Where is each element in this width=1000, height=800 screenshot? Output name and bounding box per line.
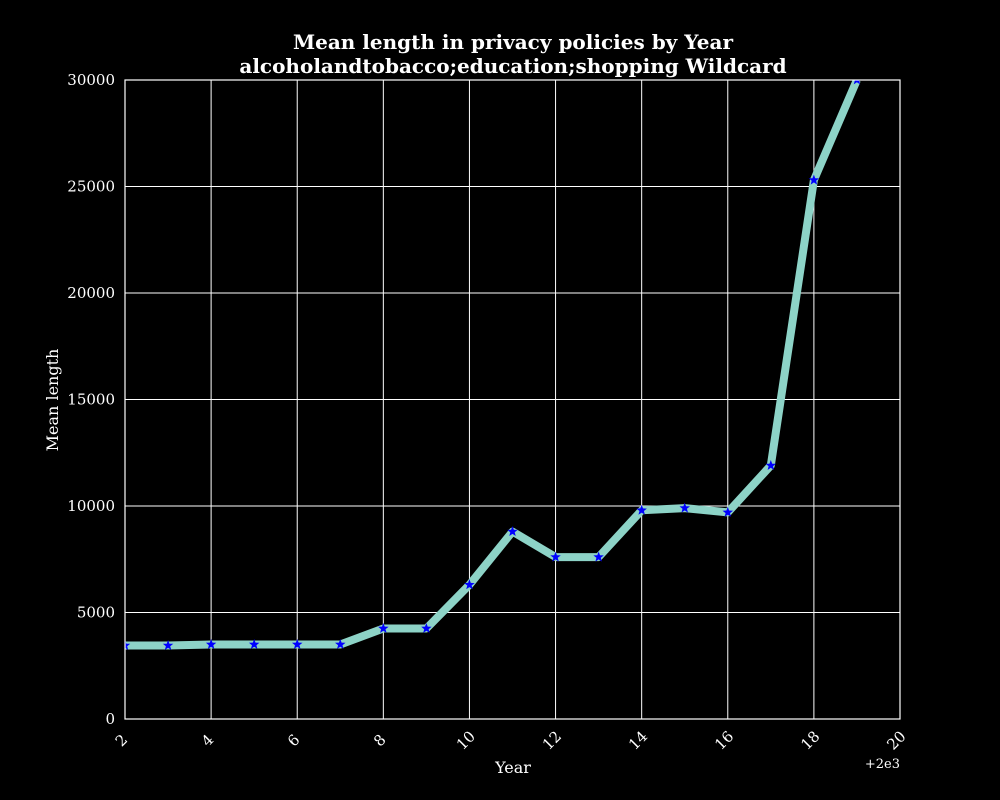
y-tick-label: 10000 — [67, 497, 115, 515]
x-tick-label: 4 — [198, 731, 217, 750]
x-axis-offset-label: +2e3 — [865, 757, 900, 772]
plot-frame — [124, 79, 901, 720]
data-point-star — [378, 623, 389, 633]
y-tick-label: 0 — [105, 710, 115, 728]
x-tick-label: 2 — [112, 731, 131, 750]
data-point-star — [765, 460, 777, 470]
x-axis-ticks: 2 4 6 8 10 12 14 16 18 20 — [112, 727, 910, 753]
data-point-star — [162, 640, 174, 650]
y-tick-label: 5000 — [77, 604, 115, 622]
chart-subtitle: alcoholandtobacco;education;shopping Wil… — [239, 54, 786, 78]
x-tick-label: 8 — [370, 731, 389, 750]
x-tick-label: 10 — [453, 727, 479, 753]
data-point-star — [205, 639, 217, 649]
data-point-star — [292, 639, 303, 649]
data-point-star — [853, 80, 861, 85]
y-tick-label: 25000 — [67, 178, 115, 196]
data-point-star — [248, 639, 260, 649]
x-tick-label: 20 — [883, 727, 909, 753]
series-layer — [125, 80, 861, 650]
data-point-star — [507, 526, 518, 536]
x-tick-label: 16 — [711, 727, 737, 753]
data-point-star — [421, 623, 432, 633]
series-line — [125, 80, 861, 650]
data-point-star — [464, 579, 475, 590]
data-point-star — [722, 506, 733, 517]
y-tick-label: 15000 — [67, 391, 115, 409]
x-tick-label: 12 — [539, 727, 565, 753]
data-point-star — [593, 551, 604, 562]
data-point-star — [335, 639, 346, 649]
y-axis-label: Mean length — [43, 349, 62, 452]
x-tick-label: 14 — [625, 727, 651, 753]
data-point-star — [679, 502, 690, 513]
data-point-star — [808, 174, 820, 185]
y-tick-label: 30000 — [67, 71, 115, 89]
data-point-star — [636, 504, 647, 515]
y-axis-ticks: 0 5000 10000 15000 20000 25000 30000 — [67, 71, 115, 728]
x-tick-label: 6 — [284, 731, 303, 750]
chart-title: Mean length in privacy policies by Year — [293, 30, 734, 54]
data-point-star — [125, 640, 131, 650]
x-tick-label: 18 — [797, 727, 823, 753]
data-point-star — [550, 551, 561, 562]
y-tick-label: 20000 — [67, 284, 115, 302]
x-axis-label: Year — [494, 758, 531, 777]
